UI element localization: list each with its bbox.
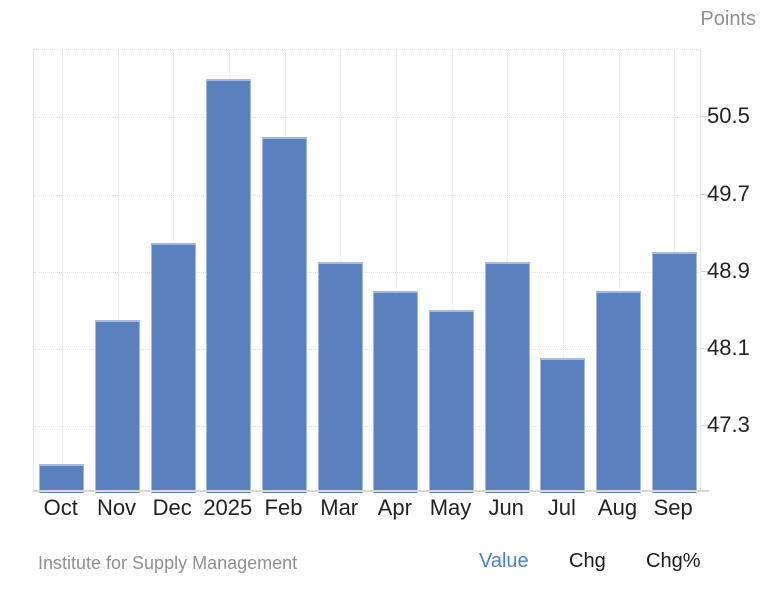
tab-chg[interactable]: Chg <box>569 550 606 572</box>
bar-2025[interactable] <box>206 78 252 493</box>
gridline-vertical <box>618 50 620 492</box>
y-axis-tick-label: 48.1 <box>707 334 750 360</box>
gridline-vertical <box>117 50 119 492</box>
source-label: Institute for Supply Management <box>38 553 298 573</box>
gridline-horizontal <box>34 271 700 273</box>
y-axis-tick-label: 49.7 <box>707 180 750 206</box>
x-axis-label-sep: Sep <box>653 495 693 520</box>
gridline-horizontal <box>34 348 700 350</box>
gridline-vertical <box>61 50 63 492</box>
bar-dec[interactable] <box>150 242 196 493</box>
bar-mar[interactable] <box>317 261 363 493</box>
bar-jun[interactable] <box>484 261 530 493</box>
bar-feb[interactable] <box>262 136 307 493</box>
gridline-vertical <box>562 50 564 492</box>
bar-jul[interactable] <box>540 358 586 493</box>
y-axis-tick-label: 47.3 <box>707 411 750 437</box>
x-axis-label-jul: Jul <box>547 495 576 520</box>
bar-may[interactable] <box>429 310 474 493</box>
y-axis-tick-label: 50.5 <box>707 103 750 129</box>
x-axis-label-jun: Jun <box>488 495 524 520</box>
gridline-vertical <box>395 50 397 492</box>
gridline-horizontal <box>34 425 700 427</box>
x-axis-label-oct: Oct <box>43 495 78 520</box>
bar-apr[interactable] <box>373 290 419 493</box>
x-axis-label-aug: Aug <box>597 495 638 520</box>
bar-aug[interactable] <box>596 290 641 493</box>
y-axis-tick-label: 48.9 <box>707 257 750 283</box>
gridline-horizontal <box>34 194 700 196</box>
x-axis-line <box>33 490 709 492</box>
x-axis-label-mar: Mar <box>320 495 359 520</box>
plot-area <box>33 49 701 493</box>
tab-value[interactable]: Value <box>479 550 529 572</box>
gridline-horizontal <box>34 117 700 119</box>
y-axis-tick <box>701 424 709 426</box>
y-axis-title: Points <box>700 8 756 30</box>
tab-chg-percent[interactable]: Chg% <box>646 550 701 572</box>
bar-nov[interactable] <box>95 319 140 493</box>
x-axis-label-dec: Dec <box>152 495 192 520</box>
y-axis-tick <box>701 347 709 349</box>
x-axis-label-2025: 2025 <box>203 495 253 520</box>
y-axis-tick <box>701 116 709 118</box>
x-axis-label-may: May <box>429 495 472 520</box>
bar-sep[interactable] <box>651 252 697 493</box>
y-axis-tick <box>701 193 709 195</box>
y-axis-tick <box>701 270 709 272</box>
x-axis-label-apr: Apr <box>377 495 412 520</box>
x-axis-label-feb: Feb <box>264 495 303 520</box>
x-axis-label-nov: Nov <box>96 495 137 520</box>
gridline-vertical <box>451 50 453 492</box>
bar-oct[interactable] <box>39 464 85 493</box>
